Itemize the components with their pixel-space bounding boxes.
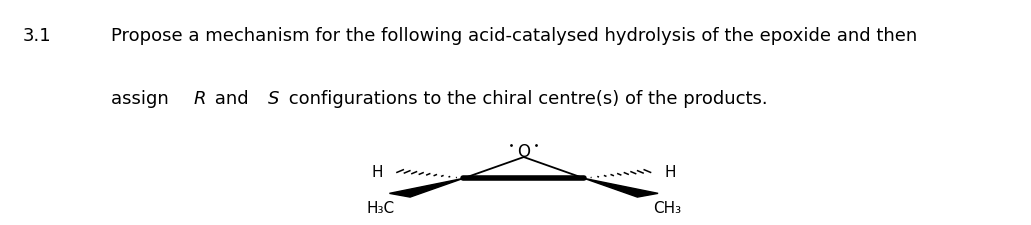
Text: configurations to the chiral centre(s) of the products.: configurations to the chiral centre(s) o…	[282, 90, 767, 108]
Polygon shape	[390, 179, 464, 197]
Text: H₃C: H₃C	[366, 200, 395, 215]
Text: assign: assign	[111, 90, 175, 108]
Text: H: H	[371, 164, 383, 179]
Polygon shape	[584, 179, 658, 197]
Text: CH₃: CH₃	[653, 200, 681, 215]
Text: 3.1: 3.1	[23, 27, 52, 45]
Text: and: and	[209, 90, 255, 108]
Text: Propose a mechanism for the following acid-catalysed hydrolysis of the epoxide a: Propose a mechanism for the following ac…	[111, 27, 918, 45]
Text: O: O	[518, 142, 530, 160]
Text: R: R	[193, 90, 206, 108]
Text: H: H	[665, 164, 676, 179]
Text: S: S	[268, 90, 279, 108]
